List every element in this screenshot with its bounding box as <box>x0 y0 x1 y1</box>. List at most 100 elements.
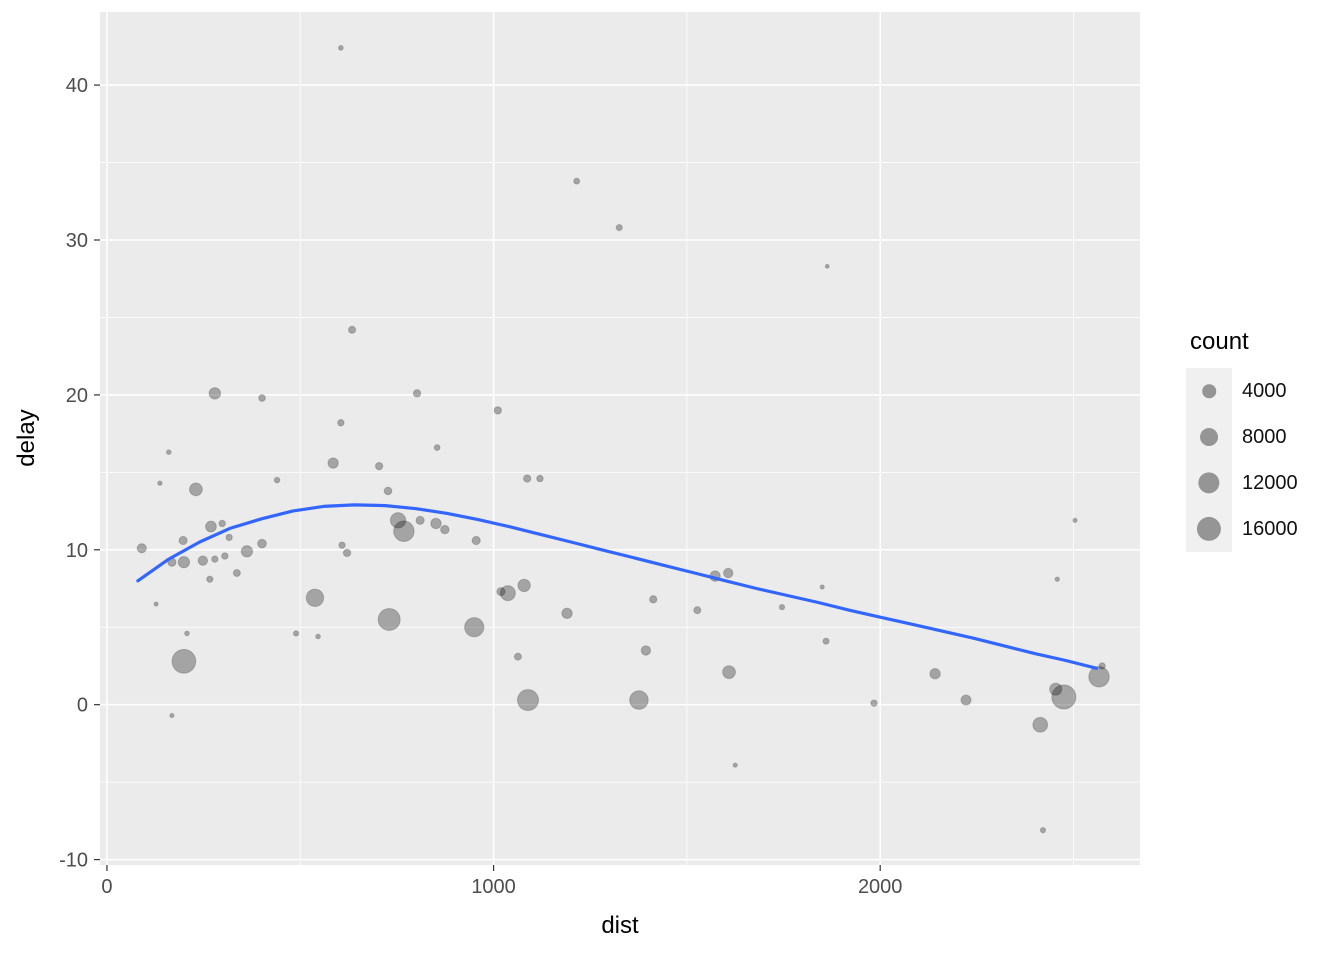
data-point <box>232 568 241 578</box>
data-point <box>649 595 658 604</box>
legend-size-circle-icon <box>1198 472 1220 494</box>
y-tick-label: 40 <box>66 75 88 97</box>
y-axis-title: delay <box>13 409 40 467</box>
data-point <box>493 406 503 415</box>
data-point <box>870 699 878 707</box>
data-point <box>165 449 172 456</box>
data-point <box>221 552 229 560</box>
data-point <box>393 520 415 542</box>
data-point <box>629 690 649 710</box>
legend-title: count <box>1190 328 1249 355</box>
legend-item: 8000 <box>1186 414 1298 460</box>
data-point <box>1072 517 1078 523</box>
x-axis-title: dist <box>601 912 639 939</box>
data-point <box>1049 682 1063 696</box>
y-tick-label: 20 <box>66 385 88 407</box>
data-point <box>412 389 422 398</box>
legend-label: 4000 <box>1242 379 1287 402</box>
y-tick-label: 0 <box>77 695 88 717</box>
data-point <box>523 474 532 483</box>
data-point <box>1032 716 1049 733</box>
data-point <box>561 607 573 620</box>
data-point <box>218 519 226 528</box>
legend-item: 16000 <box>1186 506 1298 552</box>
data-point <box>178 535 188 546</box>
legend-label: 8000 <box>1242 425 1287 448</box>
data-point <box>337 45 344 51</box>
data-point <box>496 586 506 597</box>
legend-item: 12000 <box>1186 460 1298 506</box>
data-point <box>732 762 738 768</box>
data-point <box>136 543 147 554</box>
legend-item: 4000 <box>1186 368 1298 414</box>
data-point <box>347 325 357 334</box>
data-point <box>169 712 175 719</box>
data-point <box>273 476 281 484</box>
data-point <box>258 394 266 402</box>
data-point <box>315 633 321 640</box>
legend-size-circle-icon <box>1202 384 1216 398</box>
data-point <box>1098 662 1106 670</box>
data-point <box>377 607 401 632</box>
data-point <box>177 556 191 569</box>
x-tick-label: 2000 <box>858 876 903 898</box>
legend-key <box>1186 414 1232 460</box>
data-point <box>822 637 830 645</box>
data-point <box>415 515 425 525</box>
data-point <box>517 578 531 593</box>
data-point <box>342 548 352 558</box>
data-point <box>337 419 345 427</box>
data-point <box>153 601 159 607</box>
data-point <box>1088 666 1110 688</box>
legend-key <box>1186 368 1232 414</box>
data-point <box>338 541 346 549</box>
data-point <box>513 652 522 661</box>
data-point <box>471 535 481 546</box>
data-point <box>292 630 300 637</box>
legend-key <box>1186 460 1232 506</box>
data-point <box>197 555 209 566</box>
data-point <box>819 584 825 590</box>
legend-size-circle-icon <box>1200 428 1218 446</box>
data-point <box>516 688 540 712</box>
data-point <box>205 520 217 533</box>
data-point <box>257 538 267 549</box>
data-point <box>499 585 516 602</box>
data-point <box>389 512 407 529</box>
data-point <box>723 567 734 579</box>
data-point <box>374 461 384 471</box>
legend-label: 12000 <box>1242 471 1298 494</box>
y-tick-label: -10 <box>59 850 88 872</box>
x-tick-label: 1000 <box>471 876 516 898</box>
data-point <box>615 224 623 232</box>
data-point <box>305 588 325 608</box>
data-point <box>433 444 441 451</box>
data-point <box>640 645 652 656</box>
data-point <box>225 533 233 542</box>
x-tick-label: 0 <box>101 876 112 898</box>
legend: count 4000 8000 12000 16000 <box>1186 328 1298 552</box>
data-point <box>1054 576 1060 582</box>
legend-size-circle-icon <box>1196 516 1222 542</box>
data-point <box>240 545 254 558</box>
legend-key <box>1186 506 1232 552</box>
data-point <box>929 667 941 680</box>
data-point <box>464 617 485 638</box>
data-point <box>184 630 190 637</box>
y-tick-label: 30 <box>66 230 88 252</box>
data-point <box>1039 826 1047 834</box>
data-point <box>722 665 736 680</box>
data-point <box>536 474 544 483</box>
data-point <box>208 387 222 400</box>
data-point <box>383 486 393 496</box>
data-point <box>1051 684 1077 710</box>
data-point <box>430 517 442 530</box>
smooth-line <box>136 503 1099 670</box>
data-point <box>440 524 450 535</box>
data-point <box>206 575 214 583</box>
data-point <box>960 694 972 706</box>
y-tick-label: 10 <box>66 540 88 562</box>
data-point <box>573 177 581 185</box>
